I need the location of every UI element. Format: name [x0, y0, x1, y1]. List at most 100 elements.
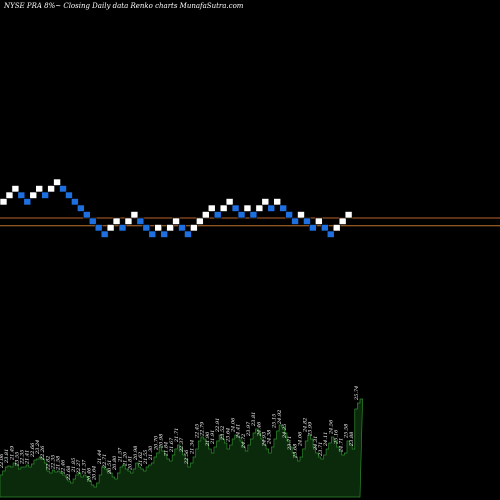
up-brick — [106, 224, 115, 232]
volume-label: 23.81 — [251, 412, 257, 427]
down-brick — [231, 204, 240, 212]
down-brick — [71, 198, 79, 206]
down-brick — [237, 211, 246, 219]
volume-label: 22.27 — [76, 459, 82, 475]
down-brick — [65, 191, 73, 199]
down-brick — [309, 224, 317, 232]
volume-label: 21.34 — [189, 440, 195, 455]
down-brick — [17, 191, 26, 199]
volume-label: 22.45 — [195, 424, 201, 439]
volume-label: 24.06 — [297, 431, 303, 447]
volume-label: 21.84 — [164, 442, 170, 457]
volume-labels: 22.06 23.81 21.49 23.55 22.35 21.41 22.66 23.24… — [0, 386, 360, 483]
volume-label: 24.46 — [256, 421, 262, 437]
volume-label: 20.80 — [112, 455, 118, 471]
volume-label: 22.68 — [66, 466, 72, 481]
up-brick — [255, 204, 264, 212]
volume-label: 23.52 — [220, 426, 226, 441]
volume-label: 24.56 — [328, 419, 334, 435]
up-brick — [225, 198, 234, 206]
down-brick — [59, 185, 67, 193]
up-brick — [196, 217, 204, 225]
down-brick — [118, 224, 127, 232]
volume-label: 23.24 — [35, 440, 41, 455]
down-brick — [41, 191, 49, 199]
down-brick — [77, 204, 85, 212]
volume-label: 23.64 — [225, 428, 231, 443]
volume-label: 25.58 — [344, 424, 350, 439]
down-brick — [88, 217, 97, 225]
up-brick — [53, 178, 61, 186]
up-brick — [11, 185, 20, 193]
down-brick — [94, 224, 103, 232]
volume-label: 24.31 — [313, 436, 319, 451]
volume-label: 20.70 — [153, 435, 159, 451]
up-brick — [202, 211, 210, 219]
down-brick — [178, 224, 186, 232]
volume-label: 21.37 — [81, 459, 87, 475]
volume-label: 23.68 — [292, 444, 298, 459]
renko-bricks — [0, 178, 353, 238]
volume-label: 22.06 — [0, 453, 5, 469]
down-brick — [303, 217, 311, 225]
up-brick — [273, 198, 282, 206]
up-brick — [130, 211, 139, 219]
volume-label: 23.71 — [287, 436, 293, 451]
volume-label: 21.67 — [169, 437, 175, 453]
chart-title: NYSE PRA 8%~ Closing Daily data Renko ch… — [3, 2, 244, 10]
down-brick — [267, 204, 276, 212]
up-brick — [243, 204, 252, 212]
volume-label: 25.16 — [333, 429, 339, 445]
volume-label: 21.20 — [122, 451, 128, 467]
volume-label: 21.91 — [210, 430, 216, 445]
volume-label: 22.66 — [30, 442, 36, 458]
volume-label: 24.92 — [277, 410, 283, 425]
up-brick — [190, 224, 198, 232]
up-brick — [0, 198, 8, 206]
down-brick — [142, 224, 151, 232]
volume-label: 21.49 — [9, 445, 15, 461]
volume-label: 22.56 — [184, 449, 190, 465]
volume-label: 20.98 — [133, 446, 139, 461]
volume-label: 22.37 — [179, 437, 185, 453]
down-brick — [100, 230, 109, 238]
volume-label: 22.79 — [200, 421, 206, 437]
up-brick — [344, 211, 353, 219]
volume-label: 24.06 — [231, 417, 237, 433]
volume-label: 23.71 — [318, 442, 324, 457]
volume-label: 23.55 — [14, 452, 20, 467]
down-brick — [320, 224, 329, 232]
volume-label: 21.85 — [71, 458, 77, 473]
volume-label: 22.71 — [102, 454, 108, 469]
down-brick — [136, 217, 145, 225]
volume-label: 24.93 — [261, 432, 267, 447]
up-brick — [35, 185, 44, 193]
volume-label: 21.55 — [143, 450, 149, 465]
up-brick — [29, 191, 38, 199]
down-brick — [279, 204, 287, 212]
volume-label: 21.90 — [205, 431, 211, 447]
down-brick — [213, 211, 222, 219]
up-brick — [47, 185, 55, 193]
volume-label: 21.57 — [117, 447, 123, 463]
up-brick — [219, 204, 228, 212]
volume-label: 20.51 — [107, 460, 113, 475]
volume-label: 24.41 — [236, 424, 242, 439]
up-brick — [332, 224, 341, 232]
down-brick — [148, 230, 157, 238]
volume-label: 25.15 — [272, 414, 278, 429]
up-brick — [5, 191, 14, 199]
volume-area — [0, 398, 363, 498]
volume-label: 20.81 — [128, 456, 134, 471]
volume-label: 24.11 — [323, 432, 329, 447]
volume-label: 22.35 — [50, 455, 56, 470]
up-brick — [338, 217, 347, 225]
volume-label: 24.82 — [303, 418, 309, 433]
volume-label: 20.64 — [92, 466, 98, 481]
up-brick — [172, 217, 180, 225]
volume-label: 22.46 — [61, 459, 67, 475]
volume-label: 23.81 — [4, 449, 10, 464]
volume-label: 24.71 — [339, 438, 345, 453]
volume-label: 23.88 — [349, 432, 355, 447]
